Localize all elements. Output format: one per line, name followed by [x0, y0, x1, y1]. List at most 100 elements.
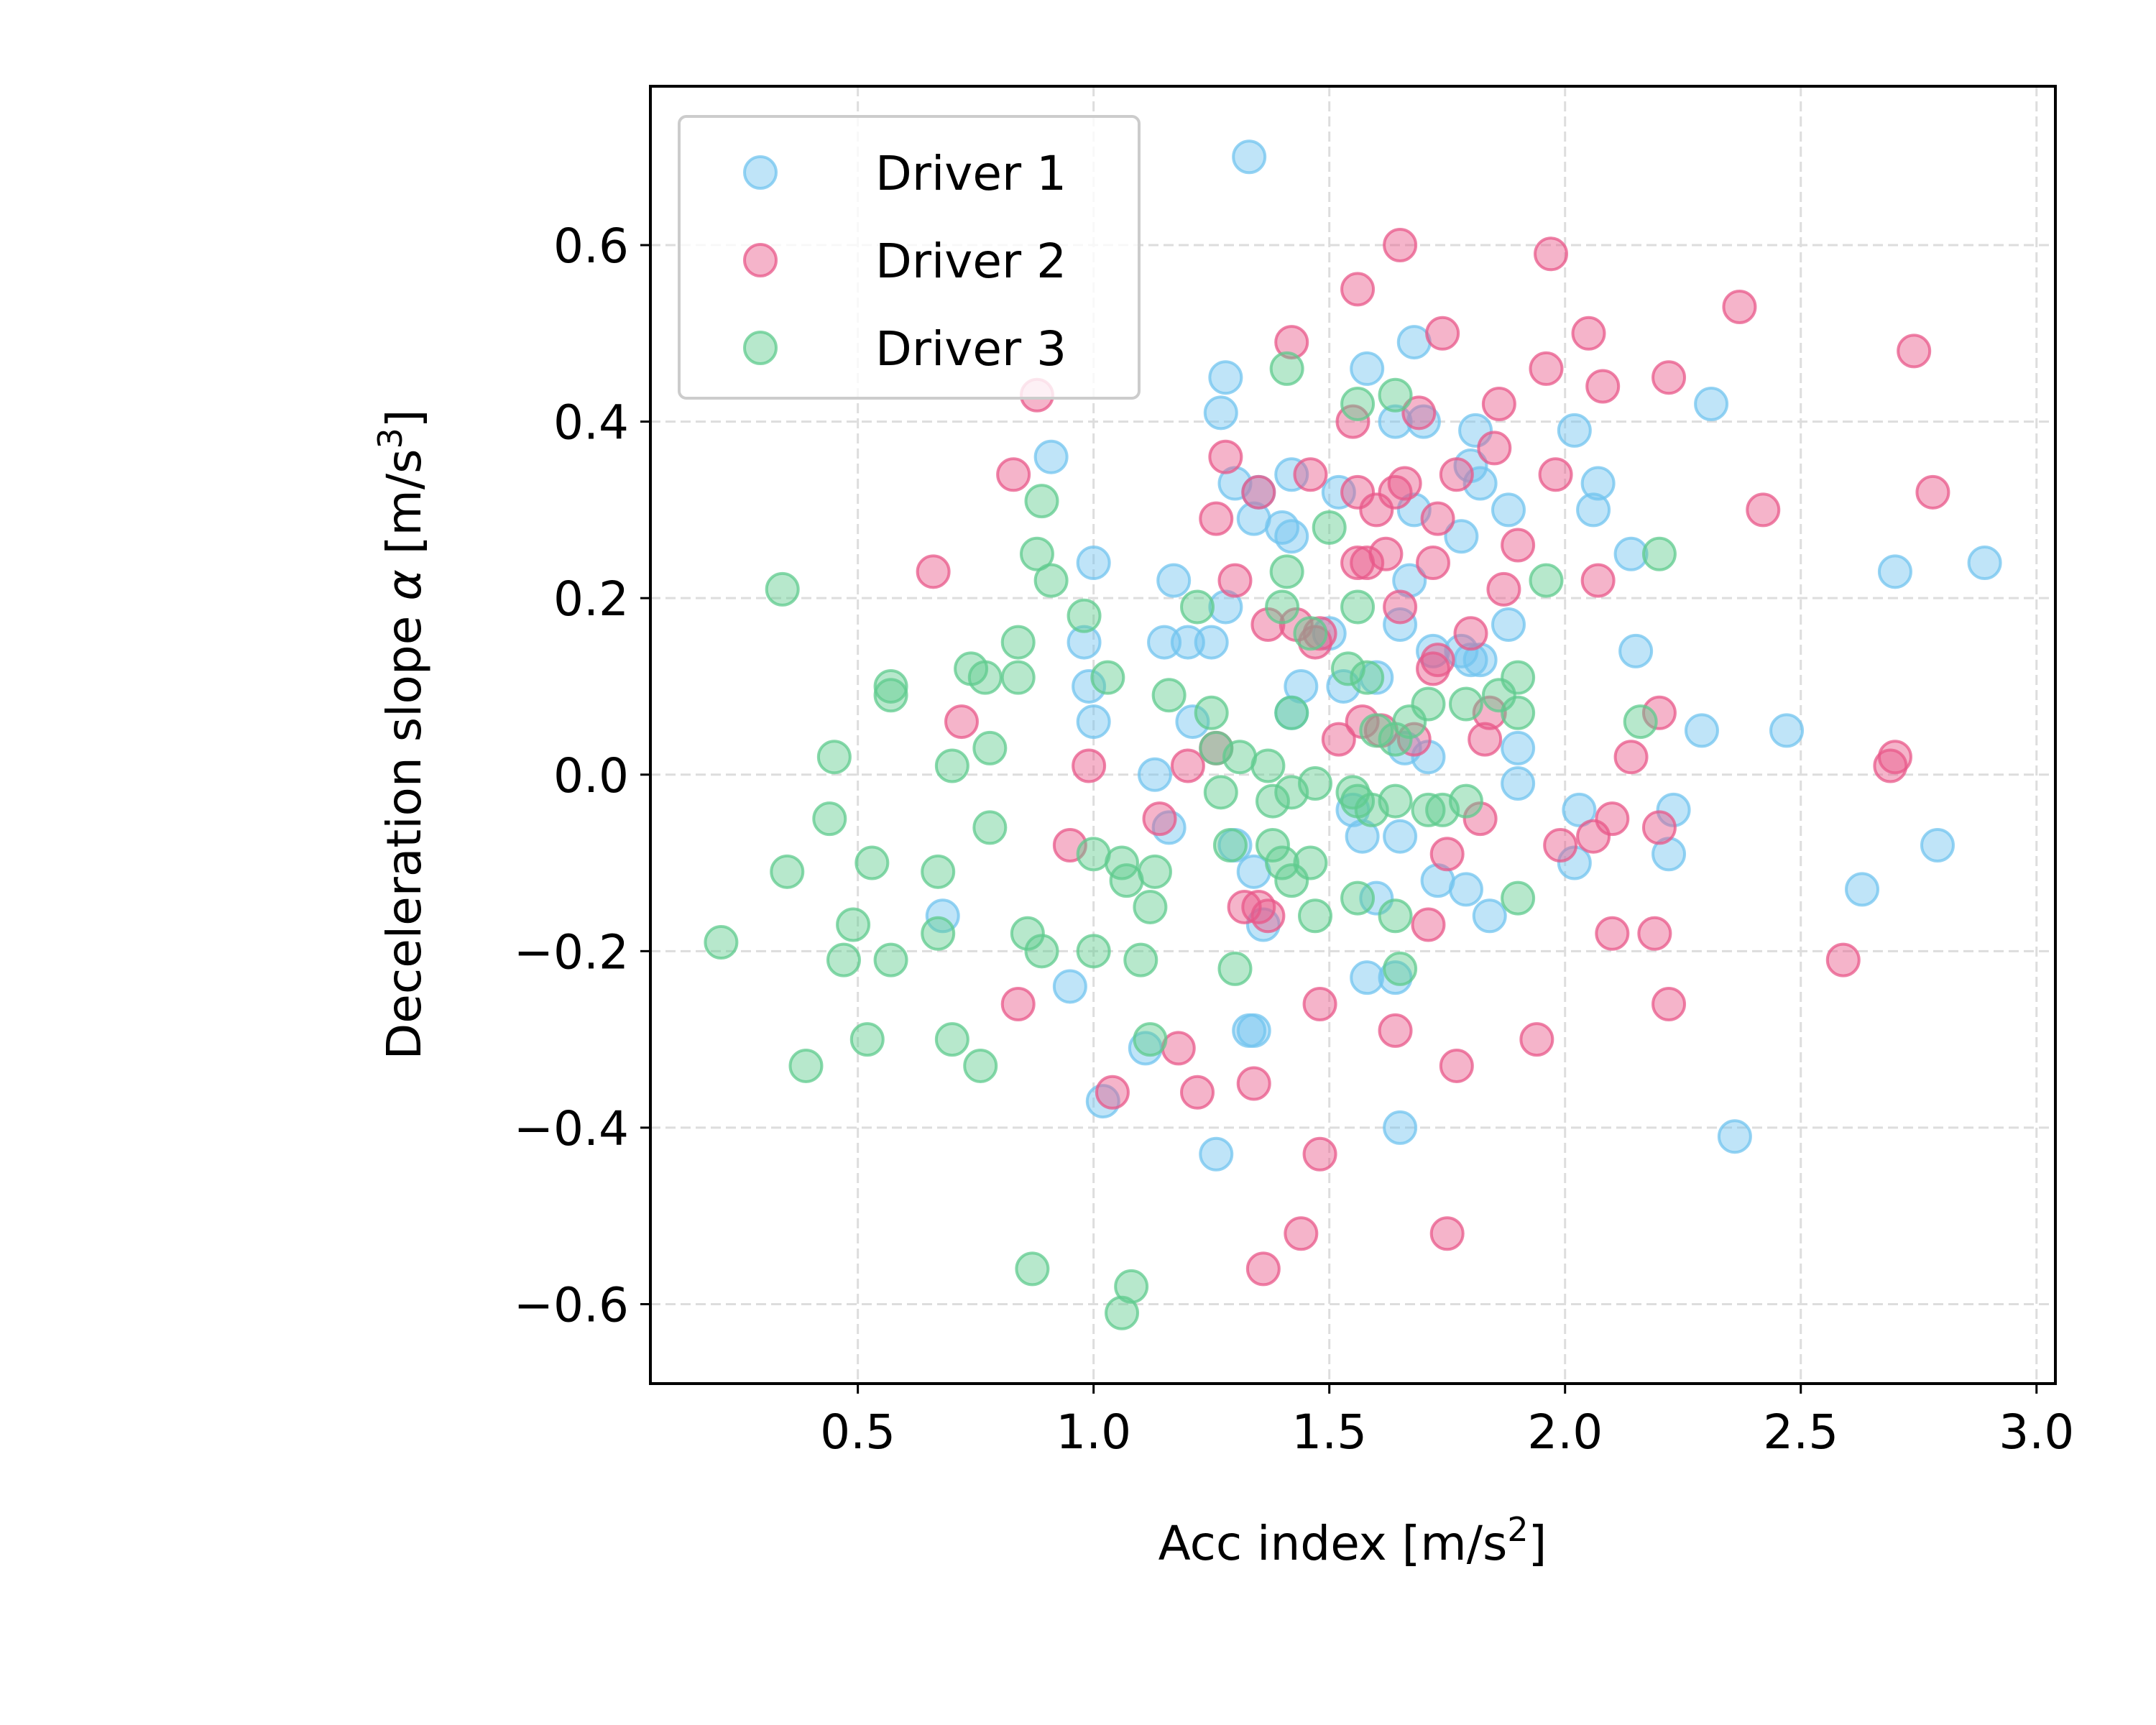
data-point	[1595, 801, 1630, 837]
data-point	[1845, 872, 1880, 907]
data-point	[1486, 571, 1521, 607]
data-point	[1010, 916, 1045, 951]
data-point	[921, 854, 956, 889]
data-point	[1378, 377, 1413, 413]
data-point	[1000, 660, 1036, 695]
data-point	[1915, 474, 1950, 510]
data-point	[1114, 1269, 1149, 1304]
data-point	[1076, 546, 1111, 581]
data-point	[1585, 369, 1621, 404]
data-point	[1877, 740, 1912, 775]
data-point	[1350, 960, 1385, 995]
data-point	[1651, 837, 1687, 872]
data-point	[1641, 536, 1677, 571]
data-point	[921, 916, 956, 951]
data-point	[1651, 360, 1687, 395]
data-point	[1090, 660, 1125, 695]
data-point	[1076, 837, 1111, 872]
data-point	[1151, 678, 1187, 713]
x-tick-label: 2.0	[1527, 1404, 1603, 1460]
data-point	[1175, 704, 1210, 740]
data-point	[1170, 748, 1205, 783]
data-point	[1641, 810, 1677, 845]
data-point	[1000, 987, 1036, 1022]
legend: Driver 1 Driver 2 Driver 3	[678, 115, 1141, 400]
data-point	[944, 704, 979, 740]
data-point	[1534, 236, 1569, 272]
data-point	[1255, 827, 1290, 862]
series-driver-2	[916, 228, 1950, 1287]
data-point	[1557, 845, 1592, 880]
data-point	[1250, 898, 1286, 934]
data-point	[1491, 492, 1526, 528]
data-points	[704, 139, 2002, 1330]
data-point	[1232, 1013, 1267, 1048]
legend-marker	[743, 331, 778, 365]
data-point	[1387, 466, 1422, 501]
data-point	[1033, 563, 1069, 598]
data-point	[1236, 1066, 1271, 1101]
data-point	[788, 1048, 824, 1083]
data-point	[1396, 325, 1432, 360]
y-tick-label: 0.6	[553, 218, 629, 274]
data-point	[972, 730, 1008, 765]
legend-label: Driver 2	[875, 234, 1067, 289]
data-point	[1015, 1251, 1050, 1287]
data-point	[1368, 536, 1404, 571]
data-point	[1501, 730, 1536, 765]
data-point	[916, 554, 951, 589]
data-point	[1580, 466, 1616, 501]
data-point	[849, 1022, 885, 1057]
data-point	[1137, 854, 1172, 889]
data-point	[1203, 775, 1238, 810]
data-point	[996, 457, 1031, 492]
data-point	[1651, 987, 1687, 1022]
data-point	[1255, 783, 1290, 819]
data-point	[1613, 740, 1649, 775]
y-tick-label: −0.2	[514, 924, 629, 980]
data-point	[873, 678, 908, 713]
data-point	[1618, 633, 1654, 668]
data-point	[1501, 880, 1536, 916]
data-point	[1133, 1022, 1168, 1057]
data-point	[1920, 827, 1955, 862]
data-point	[1350, 546, 1385, 581]
data-point	[1825, 942, 1861, 978]
data-point	[1623, 704, 1658, 740]
data-point	[816, 740, 852, 775]
data-point	[1250, 748, 1286, 783]
data-point	[1293, 457, 1328, 492]
data-point	[1340, 589, 1376, 625]
data-point	[1024, 934, 1059, 969]
data-point	[963, 1048, 998, 1083]
y-tick-label: 0.0	[553, 748, 629, 804]
data-point	[826, 942, 861, 978]
data-point	[812, 801, 847, 837]
data-point	[1576, 492, 1611, 528]
data-point	[1477, 431, 1512, 466]
data-point	[1293, 616, 1328, 651]
data-point	[1416, 546, 1451, 581]
data-point	[1180, 589, 1215, 625]
data-point	[1444, 519, 1479, 554]
data-point	[1411, 792, 1446, 827]
data-point	[1350, 351, 1385, 386]
data-point	[1199, 501, 1234, 536]
data-point	[1378, 898, 1413, 934]
data-point	[1529, 563, 1564, 598]
data-point	[1312, 510, 1347, 545]
data-point	[1420, 643, 1455, 678]
data-point	[1203, 395, 1238, 431]
data-point	[1236, 854, 1271, 889]
data-point	[1967, 546, 2002, 581]
data-point	[1302, 1136, 1337, 1172]
data-point	[1411, 686, 1446, 722]
data-point	[1345, 819, 1380, 854]
data-point	[1072, 668, 1107, 704]
data-point	[1543, 827, 1578, 862]
data-point	[1519, 1022, 1554, 1057]
data-point	[1501, 766, 1536, 801]
data-point	[1033, 439, 1069, 474]
data-point	[1359, 492, 1394, 528]
